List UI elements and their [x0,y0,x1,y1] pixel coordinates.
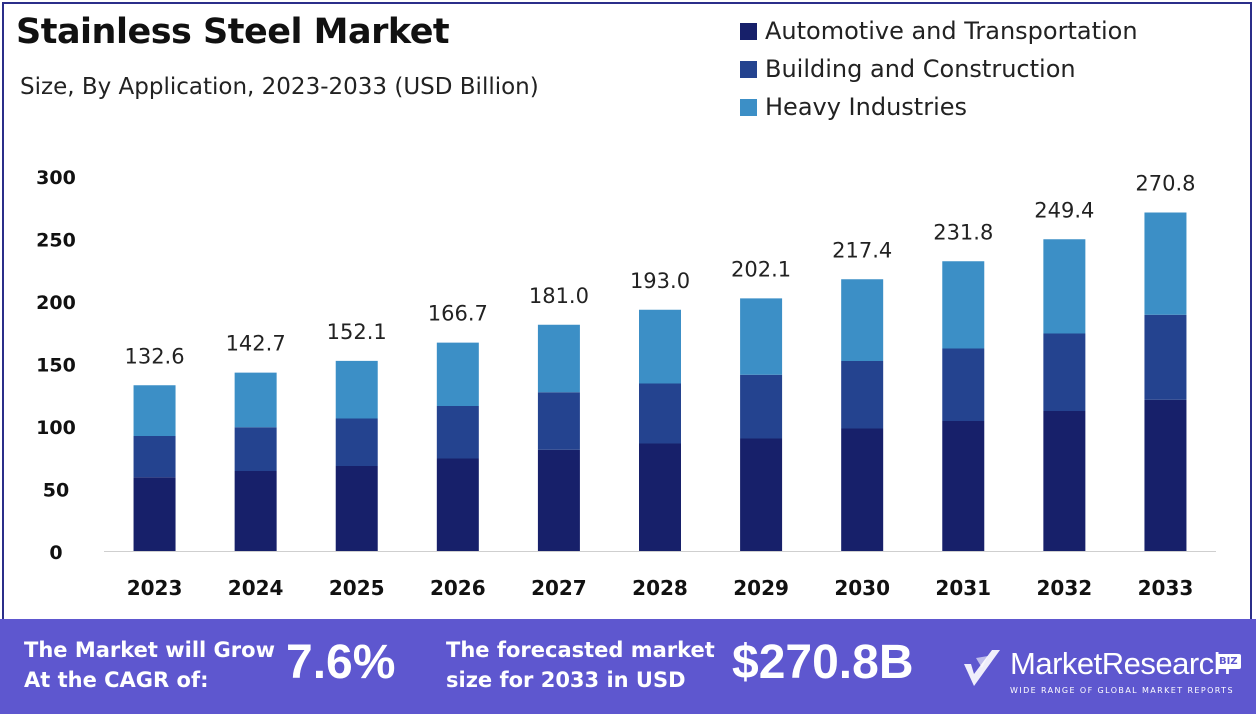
x-tick-label-2028: 2028 [632,576,688,600]
legend-item-building: Building and Construction [740,50,1138,88]
cagr-caption-line1: The Market will Grow [24,638,275,662]
x-tick-label-2032: 2032 [1037,576,1093,600]
bar-segment-heavy-2029 [740,298,783,375]
bar-segment-building-2030 [841,361,884,429]
bar-segment-automotive-2030 [841,428,884,551]
total-label-2033: 270.8 [1135,172,1195,196]
y-tick-label: 150 [36,355,76,377]
y-tick-label: 200 [36,292,76,314]
bar-segment-automotive-2028 [639,443,681,551]
total-label-2031: 231.8 [933,220,993,244]
x-tick-label-2024: 2024 [228,576,284,600]
legend-swatch-automotive [740,22,757,40]
forecast-value: $270.8B [732,636,914,689]
y-tick-label: 0 [49,542,62,564]
bar-segment-heavy-2032 [1043,239,1086,334]
cagr-caption-line2: At the CAGR of: [24,668,209,692]
x-tick-label-2030: 2030 [834,576,890,600]
total-label-2024: 142.7 [226,332,286,356]
y-tick-label: 250 [36,230,76,252]
legend-item-heavy: Heavy Industries [740,88,1138,126]
y-tick-label: 50 [43,480,69,502]
bar-segment-heavy-2027 [537,324,580,393]
y-tick-label: 300 [36,167,76,189]
bar-segment-automotive-2032 [1043,411,1086,551]
x-tick-label-2025: 2025 [329,576,385,600]
bar-segment-automotive-2029 [740,438,783,551]
total-label-2023: 132.6 [124,344,184,368]
y-tick-label: 100 [36,417,76,439]
bar-segment-automotive-2027 [537,449,580,551]
bar-segment-heavy-2023 [133,385,176,436]
chart-title: Stainless Steel Market [16,12,450,52]
bar-segment-automotive-2024 [234,471,277,551]
total-label-2026: 166.7 [428,302,488,326]
forecast-caption-line1: The forecasted market [446,638,715,662]
total-label-2032: 249.4 [1034,198,1094,222]
bar-segment-building-2032 [1043,333,1086,411]
total-label-2027: 181.0 [529,284,589,308]
legend-swatch-building [740,60,757,78]
bar-segment-building-2029 [740,374,783,439]
x-tick-label-2031: 2031 [935,576,991,600]
legend-label-automotive: Automotive and Transportation [765,17,1138,45]
bar-segment-building-2025 [335,418,378,466]
chart-subtitle: Size, By Application, 2023-2033 (USD Bil… [20,74,539,100]
cagr-caption: The Market will Grow At the CAGR of: [24,635,275,695]
bar-segment-heavy-2028 [639,309,681,384]
bar-segment-heavy-2033 [1144,212,1187,315]
legend-swatch-heavy [740,98,757,116]
bar-segment-building-2028 [639,383,681,444]
x-tick-label-2026: 2026 [430,576,486,600]
stacked-bar-chart: 0 50 100 150 200 250 300 132.6 2023 142.7 2024 152.… [36,167,1216,600]
logo-tagline: WIDE RANGE OF GLOBAL MARKET REPORTS [1010,686,1234,695]
total-label-2028: 193.0 [630,269,690,293]
bar-segment-building-2024 [234,427,277,471]
legend-label-heavy: Heavy Industries [765,93,968,121]
bar-segment-building-2031 [942,348,985,421]
bar-segment-building-2026 [436,406,479,459]
total-label-2029: 202.1 [731,257,791,281]
legend-label-building: Building and Construction [765,55,1076,83]
total-label-2025: 152.1 [327,320,387,344]
bar-segment-automotive-2025 [335,466,378,551]
cagr-value: 7.6% [286,636,396,689]
bar-segment-automotive-2023 [133,477,176,551]
total-label-2030: 217.4 [832,238,892,262]
bar-segment-building-2033 [1144,314,1187,400]
logo-badge: BIZ [1216,654,1241,669]
forecast-caption: The forecasted market size for 2033 in U… [446,635,715,695]
legend: Automotive and Transportation Building a… [740,12,1138,126]
bar-segment-heavy-2026 [436,342,479,406]
forecast-caption-line2: size for 2033 in USD [446,668,686,692]
bar-segment-automotive-2033 [1144,399,1187,551]
bar-segment-building-2023 [133,436,176,478]
legend-item-automotive: Automotive and Transportation [740,12,1138,50]
bar-segment-heavy-2031 [942,261,985,349]
x-tick-label-2033: 2033 [1138,576,1194,600]
bar-segment-heavy-2025 [335,360,378,419]
bar-segment-heavy-2024 [234,372,277,428]
x-tick-label-2029: 2029 [733,576,789,600]
footer-banner: The Market will Grow At the CAGR of: 7.6… [0,619,1256,714]
bar-segment-automotive-2031 [942,421,985,551]
logo-check-icon [964,650,1000,686]
bar-segment-automotive-2026 [436,458,479,551]
logo-name: MarketResearch [1010,646,1231,681]
x-tick-label-2027: 2027 [531,576,587,600]
bar-segment-building-2027 [537,392,580,450]
x-tick-label-2023: 2023 [127,576,183,600]
bar-segment-heavy-2030 [841,279,884,361]
